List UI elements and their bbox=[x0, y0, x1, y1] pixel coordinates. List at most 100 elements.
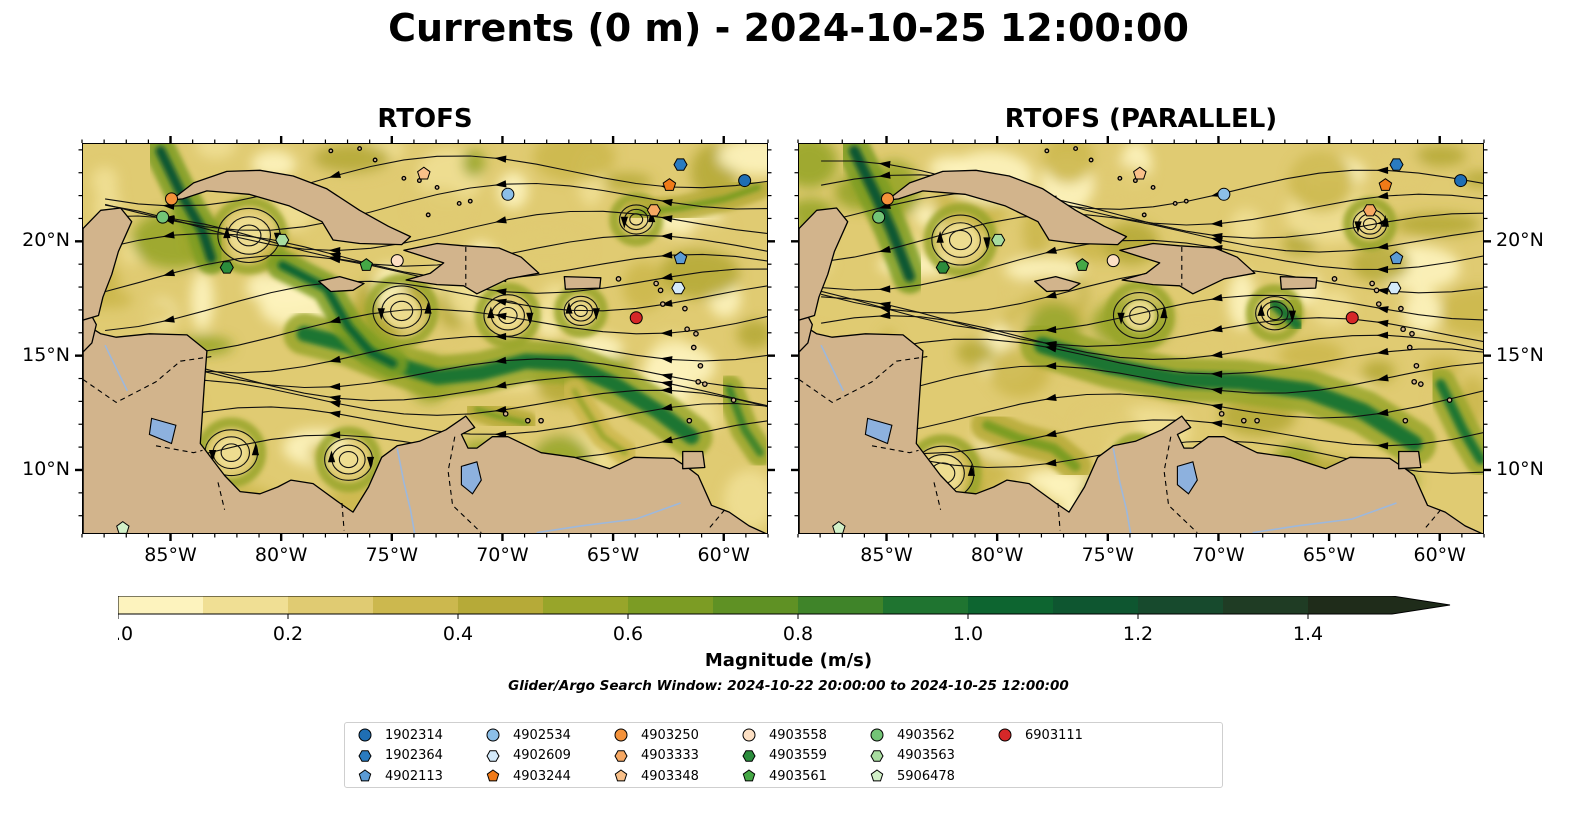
float-marker-4903558[interactable] bbox=[390, 254, 404, 268]
colorbar-segment bbox=[288, 596, 374, 614]
land-puertorico bbox=[1279, 275, 1318, 290]
float-marker-6903111[interactable] bbox=[629, 311, 643, 325]
legend-marker-4903559 bbox=[742, 749, 756, 762]
map-canvas bbox=[83, 144, 767, 534]
float-marker-4903348[interactable] bbox=[1133, 166, 1147, 180]
colorbar-segment bbox=[628, 596, 714, 614]
map-rtofs[interactable] bbox=[82, 143, 768, 534]
lon-label-parallel-5: 60°W bbox=[1413, 544, 1466, 566]
legend-item-4903561: 4903561 bbox=[741, 767, 827, 785]
legend-marker-4903348 bbox=[614, 769, 628, 782]
float-marker-4902113[interactable] bbox=[673, 251, 688, 265]
float-marker-4903333[interactable] bbox=[1362, 204, 1377, 217]
legend-item-4902113: 4902113 bbox=[357, 767, 443, 785]
hexagon-marker-icon bbox=[742, 749, 756, 762]
float-marker-4903563[interactable] bbox=[275, 233, 290, 247]
legend-marker-5906478 bbox=[870, 769, 884, 782]
lon-label-parallel-3: 70°W bbox=[1192, 544, 1245, 566]
land-trinidad bbox=[682, 450, 706, 470]
colorbar-segment bbox=[968, 596, 1054, 614]
lon-label-rtofs-2: 75°W bbox=[365, 544, 419, 566]
legend-label: 4903563 bbox=[897, 748, 955, 763]
float-marker-1902364[interactable] bbox=[1389, 158, 1404, 171]
float-marker-4903562[interactable] bbox=[156, 210, 170, 224]
float-marker-4903333[interactable] bbox=[646, 204, 661, 217]
float-marker-4903561[interactable] bbox=[1075, 258, 1089, 271]
lakes bbox=[864, 417, 1198, 495]
float-marker-4902534[interactable] bbox=[1217, 187, 1231, 201]
float-marker-1902314[interactable] bbox=[738, 174, 752, 188]
float-marker-5906478[interactable] bbox=[832, 520, 846, 534]
float-marker-4903559[interactable] bbox=[935, 261, 950, 274]
float-marker-4903561[interactable] bbox=[359, 258, 373, 271]
legend-label: 6903111 bbox=[1025, 727, 1083, 743]
legend-item-4903348: 4903348 bbox=[613, 767, 699, 785]
float-marker-6903111[interactable] bbox=[1345, 311, 1359, 325]
lat-label-right-1: 15°N bbox=[1496, 343, 1544, 366]
rivers bbox=[820, 344, 1397, 533]
float-marker-4903244[interactable] bbox=[1378, 178, 1393, 191]
colorbar-segment bbox=[1138, 596, 1224, 614]
lat-label-left-1: 15°N bbox=[22, 343, 70, 366]
streamlines bbox=[820, 160, 1483, 501]
panel-title-rtofs: RTOFS bbox=[377, 104, 473, 134]
float-marker-1902364[interactable] bbox=[673, 158, 688, 171]
lon-label-parallel-4: 65°W bbox=[1302, 544, 1356, 566]
lat-label-left-0: 20°N bbox=[22, 229, 70, 252]
land-jamaica bbox=[1034, 275, 1081, 293]
colorbar-scale: 0.0 0.2 0.4 0.6 0.8 1.0 1.2 1.4 bbox=[103, 595, 1451, 645]
colorbar-tick-label: 0.6 bbox=[613, 623, 643, 644]
colorbar-segment bbox=[1223, 596, 1309, 614]
float-marker-4902609[interactable] bbox=[1387, 281, 1402, 295]
colorbar-segment bbox=[798, 596, 884, 614]
lon-label-rtofs-3: 70°W bbox=[476, 544, 529, 566]
legend-item-4903558: 4903558 bbox=[741, 726, 827, 744]
float-marker-4903562[interactable] bbox=[872, 210, 886, 224]
legend-label: 4903559 bbox=[769, 748, 827, 763]
float-marker-4902609[interactable] bbox=[671, 281, 686, 295]
current-jets bbox=[799, 144, 1483, 533]
land-hispaniola bbox=[1119, 242, 1256, 295]
legend-label: 4903562 bbox=[897, 727, 955, 743]
country-borders bbox=[83, 246, 726, 533]
legend-label: 4903558 bbox=[769, 727, 827, 743]
float-marker-1902314[interactable] bbox=[1454, 174, 1468, 188]
legend-label: 5906478 bbox=[897, 768, 955, 784]
float-marker-4902113[interactable] bbox=[1389, 251, 1404, 265]
circle-marker-icon bbox=[870, 728, 884, 742]
float-marker-4903563[interactable] bbox=[991, 233, 1006, 247]
legend-item-4903250: 4903250 bbox=[613, 726, 699, 744]
colorbar-segment bbox=[1053, 596, 1139, 614]
float-marker-4903250[interactable] bbox=[881, 192, 895, 206]
pentagon-marker-icon bbox=[742, 769, 756, 782]
colorbar: 0.0 0.2 0.4 0.6 0.8 1.0 1.2 1.4 bbox=[103, 595, 1453, 648]
float-marker-4903559[interactable] bbox=[219, 261, 234, 274]
colorbar-tick-label: 1.2 bbox=[1123, 623, 1153, 644]
legend-label: 4903333 bbox=[641, 748, 699, 763]
land-cuba bbox=[886, 169, 1128, 246]
float-marker-4903558[interactable] bbox=[1106, 254, 1120, 268]
hexagon-marker-icon bbox=[486, 749, 500, 762]
legend-marker-4903562 bbox=[870, 728, 884, 742]
float-marker-4903348[interactable] bbox=[417, 166, 431, 180]
circle-marker-icon bbox=[998, 728, 1012, 742]
float-markers bbox=[832, 158, 1468, 534]
colorbar-tick-label: 0.2 bbox=[273, 623, 303, 644]
legend-label: 4903250 bbox=[641, 727, 699, 743]
legend-marker-4902113 bbox=[358, 769, 372, 782]
colorbar-tick-label: 0.8 bbox=[783, 623, 813, 644]
colorbar-label: Magnitude (m/s) bbox=[704, 650, 873, 671]
float-marker-4903250[interactable] bbox=[165, 192, 179, 206]
legend-label: 4903561 bbox=[769, 768, 827, 784]
legend-label: 1902314 bbox=[385, 727, 443, 743]
land-jamaica bbox=[318, 275, 365, 293]
float-marker-4903244[interactable] bbox=[662, 178, 677, 191]
legend-label: 4902113 bbox=[385, 768, 443, 784]
hexagon-marker-icon bbox=[358, 749, 372, 762]
float-marker-5906478[interactable] bbox=[116, 520, 130, 534]
map-rtofs-parallel[interactable] bbox=[798, 143, 1484, 534]
float-marker-4902534[interactable] bbox=[501, 187, 515, 201]
rivers bbox=[104, 344, 681, 533]
legend-item-4903562: 4903562 bbox=[869, 726, 955, 744]
lat-label-left-2: 10°N bbox=[22, 457, 70, 480]
